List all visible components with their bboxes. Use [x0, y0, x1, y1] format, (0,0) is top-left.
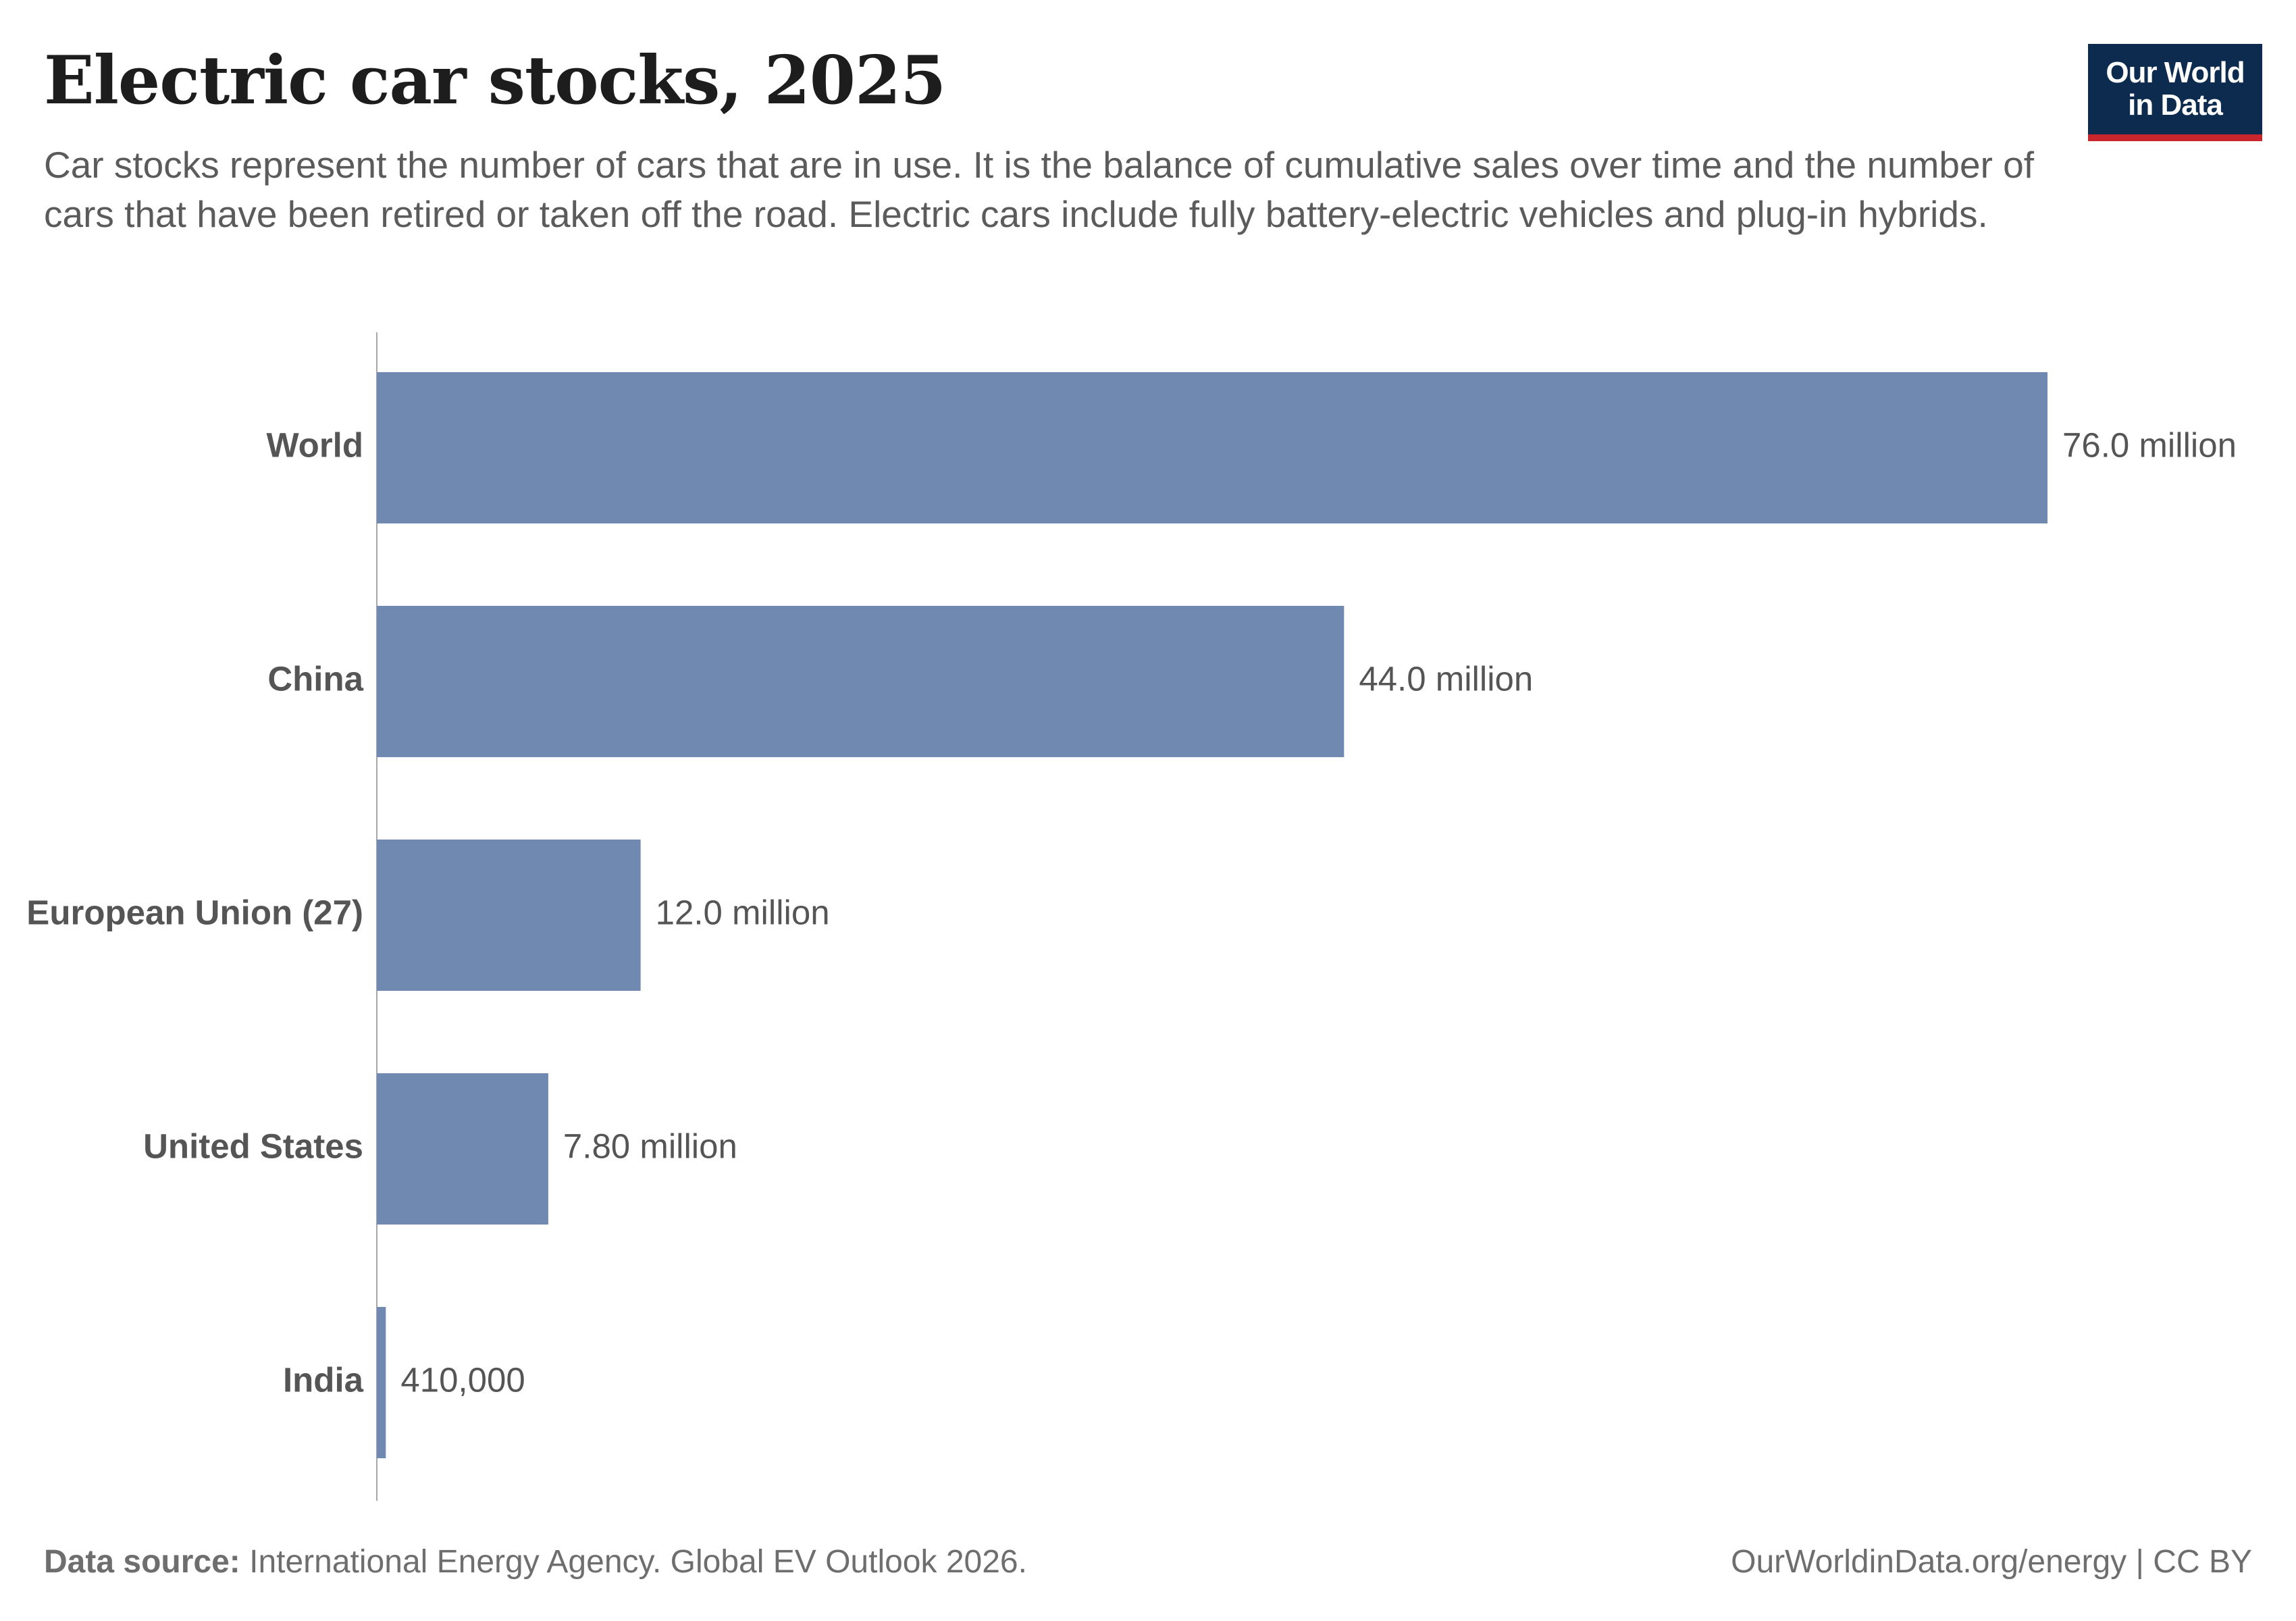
- data-source-text: International Energy Agency. Global EV O…: [249, 1544, 1027, 1580]
- logo-line-2: in Data: [2128, 88, 2223, 122]
- bar[interactable]: [377, 1307, 386, 1458]
- data-source-label: Data source:: [44, 1544, 240, 1580]
- value-label: 7.80 million: [563, 1127, 737, 1165]
- value-label: 410,000: [400, 1360, 525, 1399]
- category-label: China: [267, 659, 363, 698]
- logo-line-1: Our World: [2106, 56, 2245, 89]
- bar-chart: World 76.0 million China 44.0 million Europe…: [26, 332, 2237, 1501]
- value-label: 44.0 million: [1359, 659, 1533, 698]
- bar[interactable]: [377, 1073, 548, 1225]
- category-label: India: [283, 1360, 364, 1399]
- chart-title: Electric car stocks, 2025: [44, 42, 946, 120]
- category-label: United States: [143, 1127, 363, 1165]
- bar[interactable]: [377, 840, 641, 991]
- credit-link[interactable]: OurWorldinData.org/energy | CC BY: [1731, 1544, 2252, 1580]
- category-label: World: [266, 426, 363, 464]
- bar[interactable]: [377, 606, 1345, 757]
- value-label: 76.0 million: [2062, 426, 2237, 464]
- chart-subtitle: Car stocks represent the number of cars …: [44, 144, 2035, 235]
- bar[interactable]: [377, 372, 2047, 523]
- value-label: 12.0 million: [656, 893, 830, 931]
- category-label: European Union (27): [26, 893, 363, 931]
- data-source: Data source: International Energy Agency…: [44, 1543, 1027, 1580]
- owid-logo[interactable]: Our World in Data: [2088, 44, 2262, 141]
